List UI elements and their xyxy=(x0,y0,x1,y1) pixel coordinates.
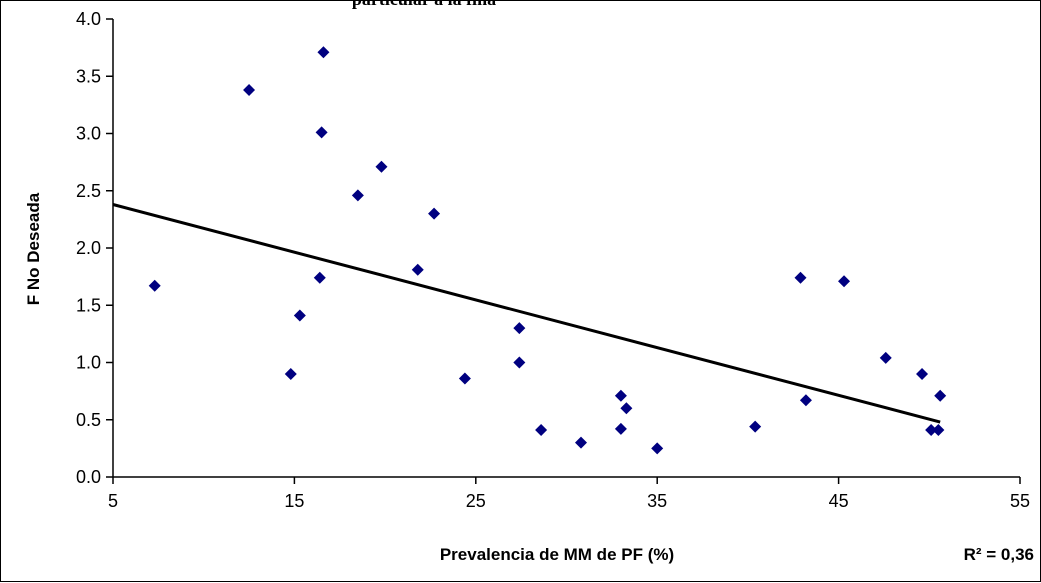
data-point xyxy=(411,263,424,276)
x-axis-title: Prevalencia de MM de PF (%) xyxy=(440,545,674,564)
r-squared-label: R² = 0,36 xyxy=(964,545,1034,564)
data-point xyxy=(614,422,627,435)
data-point xyxy=(620,402,633,415)
data-point xyxy=(932,424,945,437)
y-tick-label: 1.5 xyxy=(76,295,101,315)
data-point xyxy=(934,389,947,402)
plot-area: 0.0 0.5 1.0 1.5 2.0 2.5 3.0 3.5 4.0 5 15 25 35 45 55 xyxy=(76,9,1030,511)
y-tick-label: 2.0 xyxy=(76,238,101,258)
trendline xyxy=(112,203,941,424)
data-point xyxy=(575,436,588,449)
data-point xyxy=(916,367,929,380)
y-tick-label: 3.0 xyxy=(76,124,101,144)
data-point xyxy=(614,389,627,402)
x-tick-label: 15 xyxy=(284,491,304,511)
data-point xyxy=(838,275,851,288)
data-point xyxy=(293,309,306,322)
y-tick-label: 3.5 xyxy=(76,66,101,86)
data-point xyxy=(317,46,330,59)
data-point xyxy=(925,424,938,437)
data-point xyxy=(351,189,364,202)
data-point xyxy=(799,394,812,407)
data-point xyxy=(651,442,664,455)
data-point xyxy=(794,271,807,284)
x-tick-label: 45 xyxy=(829,491,849,511)
x-tick-label: 35 xyxy=(647,491,667,511)
data-point xyxy=(749,420,762,433)
data-point xyxy=(513,356,526,369)
y-axis-title: F No Deseada xyxy=(24,192,43,305)
data-point xyxy=(458,372,471,385)
data-point xyxy=(513,322,526,335)
data-point xyxy=(315,126,328,139)
data-point xyxy=(148,279,161,292)
x-tick-label: 55 xyxy=(1010,491,1030,511)
data-point xyxy=(284,367,297,380)
y-tick-label: 4.0 xyxy=(76,9,101,29)
data-point xyxy=(428,207,441,220)
data-point xyxy=(375,160,388,173)
x-tick-label: 25 xyxy=(466,491,486,511)
y-tick-label: 0.0 xyxy=(76,467,101,487)
data-point xyxy=(535,424,548,437)
y-tick-label: 0.5 xyxy=(76,410,101,430)
data-point xyxy=(313,271,326,284)
x-tick-label: 5 xyxy=(108,491,118,511)
data-point xyxy=(243,83,256,96)
y-tick-label: 1.0 xyxy=(76,353,101,373)
y-tick-label: 2.5 xyxy=(76,181,101,201)
data-point xyxy=(879,351,892,364)
chart-title: particular a la fina xyxy=(352,1,496,9)
